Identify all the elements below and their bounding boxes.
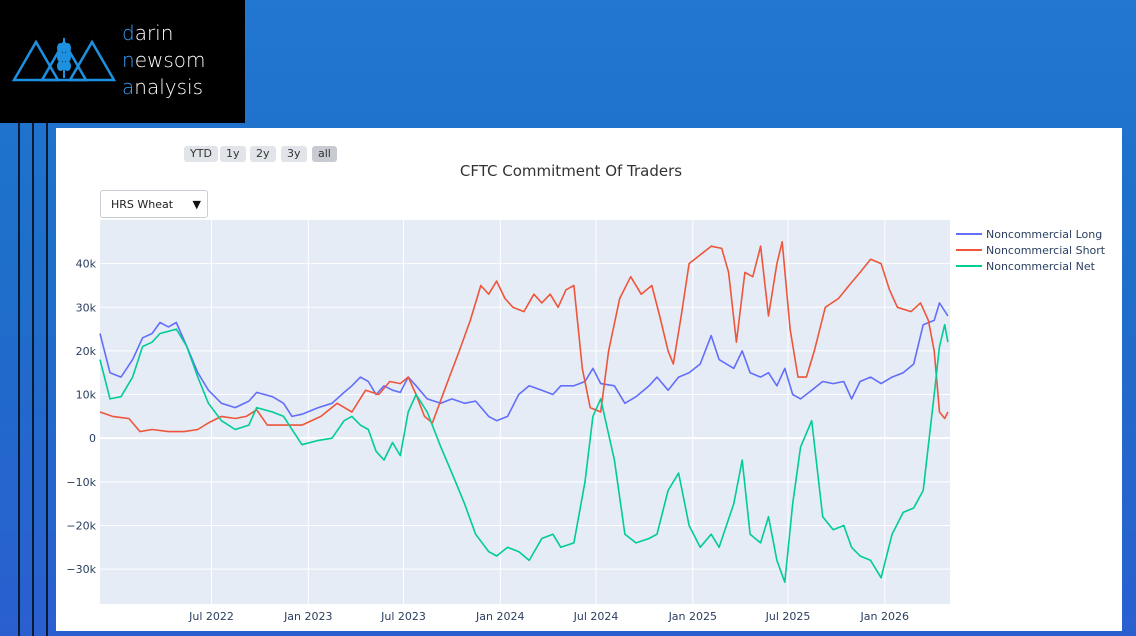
chart-panel: YTD 1y 2y 3y all CFTC Commitment Of Trad… [56,128,1122,631]
x-tick-label: Jul 2022 [188,610,234,623]
chart-title: CFTC Commitment Of Traders [459,162,683,180]
range-button-all[interactable]: all [312,146,337,162]
y-tick-label: −10k [66,476,96,489]
y-tick-label: −20k [66,519,96,532]
y-tick-label: 30k [76,301,97,314]
x-tick-label: Jul 2024 [573,610,619,623]
y-tick-label: 0 [89,432,96,445]
legend-label: Noncommercial Long [986,228,1102,241]
y-tick-label: 20k [76,345,97,358]
caret-down-icon: ▼ [192,198,201,211]
y-tick-label: 10k [76,389,97,402]
x-tick-label: Jan 2024 [475,610,524,623]
x-tick-label: Jan 2025 [668,610,717,623]
range-button-1y[interactable]: 1y [220,146,246,162]
series-line-long [99,302,949,422]
side-rail [32,123,34,636]
line-chart: 40k 30k 20k 10k 0 −10k −20k −30k Jul 2022 Jan 202… [66,220,1106,623]
brand-wordmark: darin newsom analysis [122,21,206,99]
side-rail [46,123,48,636]
side-rail [18,123,20,636]
range-button-2y[interactable]: 2y [250,146,276,162]
plot-area [100,220,950,604]
y-tick-label: 40k [76,258,97,271]
legend-label: Noncommercial Net [986,260,1096,273]
x-tick-label: Jul 2023 [380,610,426,623]
series-line-short [99,241,949,433]
x-tick-label: Jan 2023 [283,610,332,623]
series-line-net [99,323,949,583]
x-tick-label: Jan 2026 [860,610,909,623]
range-button-ytd[interactable]: YTD [184,146,218,162]
y-tick-label: −30k [66,563,96,576]
brand-logo: darin newsom analysis [0,0,245,123]
commodity-dropdown[interactable]: HRS Wheat ▼ [100,190,208,218]
dropdown-selected-value: HRS Wheat [111,198,174,211]
legend-label: Noncommercial Short [986,244,1106,257]
range-button-3y[interactable]: 3y [281,146,307,162]
x-tick-label: Jul 2025 [765,610,811,623]
mountain-wheat-logo-icon [12,38,116,82]
